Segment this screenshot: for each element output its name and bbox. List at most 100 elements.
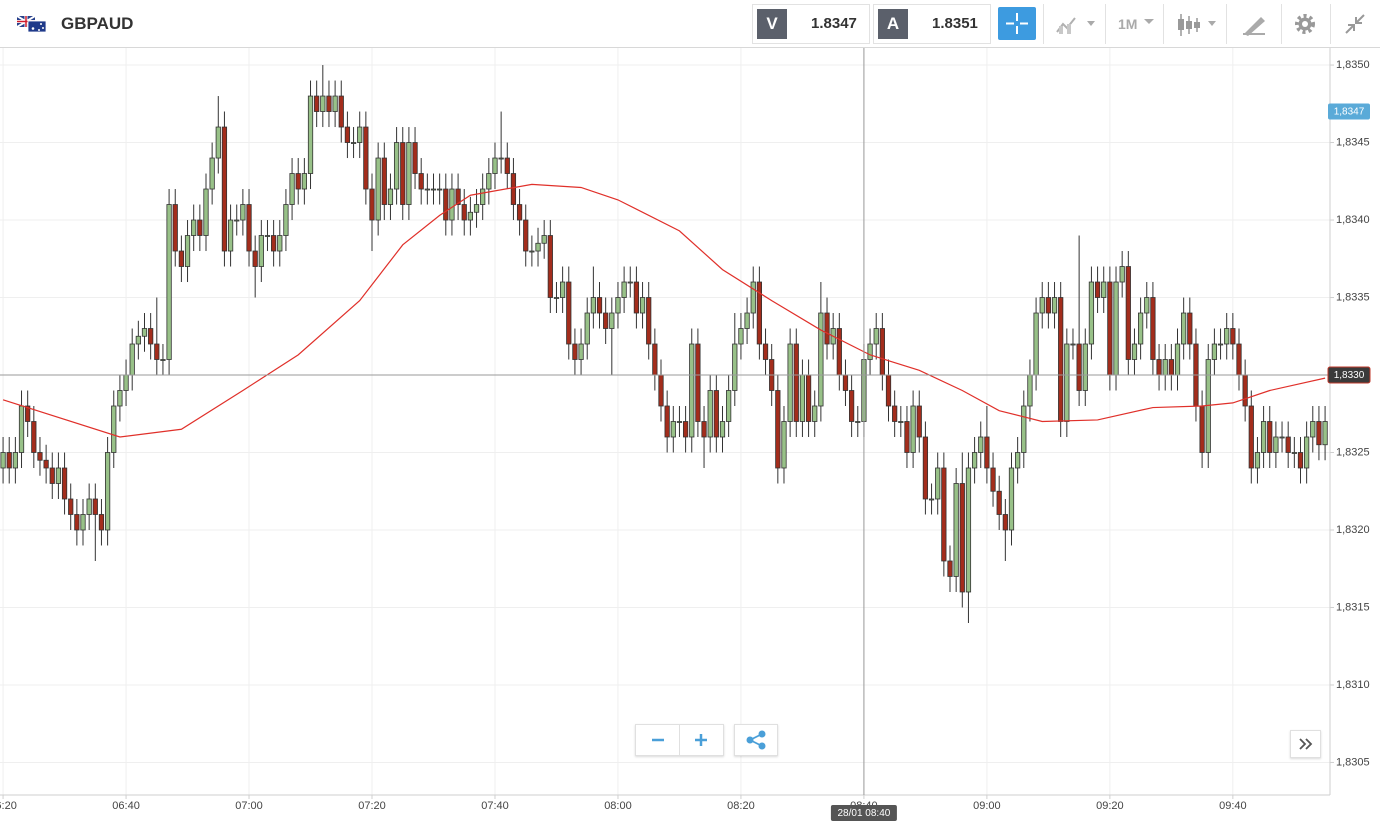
bid-price[interactable]: 1.8347 — [811, 15, 857, 32]
candle-body — [461, 204, 467, 221]
candle-body — [1254, 452, 1261, 469]
candle-body — [910, 405, 916, 453]
candle-body — [1156, 359, 1162, 376]
candle-body — [855, 421, 861, 423]
candle-body — [516, 204, 523, 221]
candle-body — [1125, 266, 1131, 360]
ask-price[interactable]: 1.8351 — [932, 15, 978, 32]
candle-body — [221, 126, 228, 252]
candle-body — [1211, 343, 1218, 360]
candle-body — [289, 173, 295, 205]
candle-body — [504, 157, 510, 174]
candle-body — [818, 312, 824, 407]
expand-panel-button[interactable] — [1290, 730, 1321, 758]
candle-body — [676, 421, 683, 423]
candle-body — [1064, 343, 1070, 422]
candle-body — [941, 467, 947, 562]
candle-body — [523, 219, 529, 252]
candle-body — [400, 142, 406, 205]
candle-body — [369, 188, 375, 221]
candle-body — [61, 467, 68, 500]
bid-label[interactable]: V — [757, 9, 787, 39]
chart-type-button[interactable] — [1176, 12, 1221, 38]
candle-body — [246, 204, 252, 252]
candle-body — [1039, 297, 1045, 314]
crosshair-time-label: 28/01 08:40 — [838, 808, 891, 819]
crosshair-button[interactable] — [998, 7, 1036, 40]
y-tick-label: 1,8350 — [1336, 59, 1370, 71]
candle-body — [633, 281, 640, 314]
candle-body — [762, 343, 769, 360]
candle-body — [842, 374, 849, 391]
candle-body — [234, 219, 240, 222]
candle-body — [775, 390, 781, 469]
candle-body — [258, 235, 264, 267]
x-tick-label: 08:20 — [727, 800, 755, 812]
candle-body — [480, 188, 486, 205]
x-tick-label: 09:00 — [973, 800, 1001, 812]
y-tick-label: 1,8335 — [1336, 291, 1370, 303]
ask-label[interactable]: A — [878, 9, 908, 39]
share-button[interactable] — [734, 724, 778, 756]
candle-body — [412, 142, 418, 174]
candle-body — [658, 374, 664, 407]
candle-body — [1051, 297, 1058, 314]
candle-body — [738, 328, 744, 345]
candle-body — [1168, 359, 1174, 376]
candle-body — [824, 312, 830, 345]
candle-body — [271, 235, 277, 252]
candle-body — [652, 343, 658, 376]
candle-body — [1304, 436, 1310, 469]
candle-body — [529, 250, 535, 253]
compare-button[interactable] — [1055, 14, 1100, 36]
candle-body — [1267, 421, 1273, 453]
draw-button[interactable] — [1241, 12, 1267, 36]
candle-body — [984, 436, 990, 469]
candle-body — [492, 157, 498, 174]
candle-body — [719, 421, 726, 438]
x-tick-label: 07:00 — [235, 800, 263, 812]
candle-body — [129, 343, 135, 376]
candle-body — [664, 405, 670, 438]
settings-button[interactable] — [1293, 12, 1317, 36]
candle-body — [566, 281, 572, 345]
candle-body — [560, 281, 566, 298]
candle-body — [947, 560, 953, 577]
candle-body — [935, 467, 941, 500]
candle-body — [541, 235, 547, 244]
candle-body — [744, 312, 750, 329]
ask-box[interactable] — [873, 4, 991, 44]
candle-body — [965, 467, 972, 593]
candle-body — [1107, 281, 1113, 376]
candle-body — [80, 514, 86, 531]
bid-box[interactable] — [752, 4, 870, 44]
y-tick-label: 1,8325 — [1336, 446, 1370, 458]
candle-body — [1217, 343, 1224, 346]
candle-body — [357, 126, 363, 143]
candle-body — [1224, 328, 1230, 345]
candle-body — [627, 281, 633, 284]
candle-body — [756, 281, 762, 345]
collapse-button[interactable] — [1344, 13, 1368, 35]
candle-body — [424, 188, 430, 191]
candle-body — [314, 95, 320, 112]
candle-body — [535, 242, 541, 252]
candle-body — [332, 95, 338, 112]
timeframe[interactable]: 1M — [1118, 16, 1138, 32]
overlay: 28/01 08:40 1,8330 1,8347 — [0, 48, 1371, 821]
separator — [1105, 4, 1106, 44]
candle-body — [1260, 421, 1267, 453]
candle-body — [25, 405, 31, 422]
candle-body — [1230, 328, 1236, 345]
candle-body — [172, 204, 178, 252]
candle-body — [473, 204, 480, 213]
candle-body — [1297, 452, 1304, 469]
separator — [1163, 4, 1164, 44]
candle-body — [1033, 312, 1039, 376]
candle-body — [1045, 297, 1051, 314]
candle-body — [1316, 421, 1322, 446]
candle-body — [1076, 343, 1082, 391]
candle-body — [695, 343, 701, 422]
candle-body — [916, 405, 922, 438]
candle-body — [375, 157, 381, 221]
